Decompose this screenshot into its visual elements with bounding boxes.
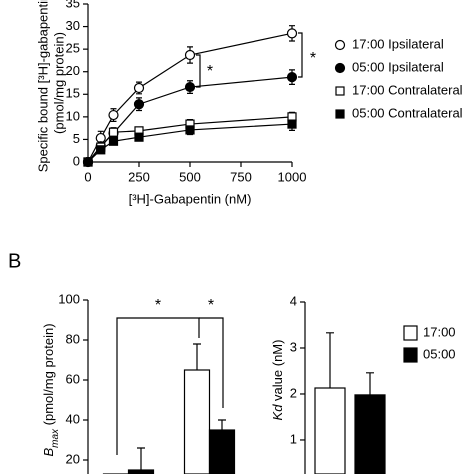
y-tick-label: 15 [66,86,80,101]
y-axis-label: Specific bound [³H]-gabapentin [35,0,50,172]
marker [108,109,119,121]
y-tick-label: 20 [66,451,80,466]
legend-swatch [403,347,418,363]
y-tick-label: 5 [73,131,80,146]
error-bar [137,447,145,470]
marker [286,72,298,83]
error-bar [366,372,374,395]
y-tick-label: 40 [66,411,80,426]
bar [208,429,236,474]
y-tick-label: 4 [290,293,297,308]
y-tick-label: 30 [66,18,80,33]
y-axis-label-part: B [41,448,56,457]
y-tick-label: 25 [66,41,80,56]
legend-marker [335,86,345,96]
bar [354,394,386,474]
y-tick-label: 3 [290,339,297,354]
legend-label: 17:00 Ipsilateral [352,36,444,51]
y-tick-label: 20 [66,63,80,78]
bar [127,469,155,474]
marker [83,157,93,167]
y-tick-label: 80 [66,331,80,346]
y-axis-label: (pmol/mg protein) [51,32,66,134]
y-axis-label: Kd value (nM) [270,340,285,421]
y-axis-label-part: max [50,428,61,448]
x-tick-label: 750 [230,169,252,184]
legend-swatch [403,325,418,341]
legend-marker [334,62,346,74]
legend-label: 17:00 Contralateral [352,82,463,97]
y-tick-label: 35 [66,0,80,10]
marker [133,82,145,94]
y-axis-label-part: (pmol/mg protein) [41,323,56,428]
y-tick-label: 10 [66,108,80,123]
panel-label: B [8,250,21,272]
annotation: * [155,297,161,314]
legend-label: 05:00 Ipsilateral [352,59,444,74]
marker [184,49,196,61]
y-axis-label-part: Kd [270,404,285,421]
bracket [298,32,303,78]
bar [183,369,211,474]
y-tick-label: 100 [58,291,80,306]
x-tick-label: 0 [84,169,91,184]
legend-label: 05:00 [423,346,456,361]
legend-marker [334,39,346,51]
bar [314,387,346,474]
annotation: * [310,50,316,67]
y-tick-label: 60 [66,371,80,386]
y-tick-label: 2 [290,385,297,400]
error-bar [218,419,226,430]
x-tick-label: 500 [179,169,201,184]
marker [287,119,297,129]
y-axis-label: Bmax (pmol/mg protein) [41,323,61,456]
y-tick-label: 1 [290,431,297,446]
marker [108,127,119,137]
annotation: * [208,297,214,314]
error-bar [326,332,334,388]
x-tick-label: 250 [128,169,150,184]
annotation: * [207,63,213,80]
bracket [199,317,224,408]
marker [134,132,144,142]
marker [184,81,196,93]
y-axis-label-part: value (nM) [270,340,285,405]
legend-label: 17:00 [423,324,456,339]
error-bar [193,343,201,370]
y-tick-label: 0 [73,153,80,168]
marker [133,99,145,110]
bracket [196,54,201,88]
marker [108,136,119,146]
x-axis-label: [³H]-Gabapentin (nM) [129,191,252,206]
marker [96,145,106,155]
legend-label: 05:00 Contralateral [352,105,463,120]
marker [286,28,298,39]
x-tick-label: 1000 [278,169,307,184]
marker [185,125,195,135]
bracket [116,317,200,455]
legend-marker [335,109,345,119]
